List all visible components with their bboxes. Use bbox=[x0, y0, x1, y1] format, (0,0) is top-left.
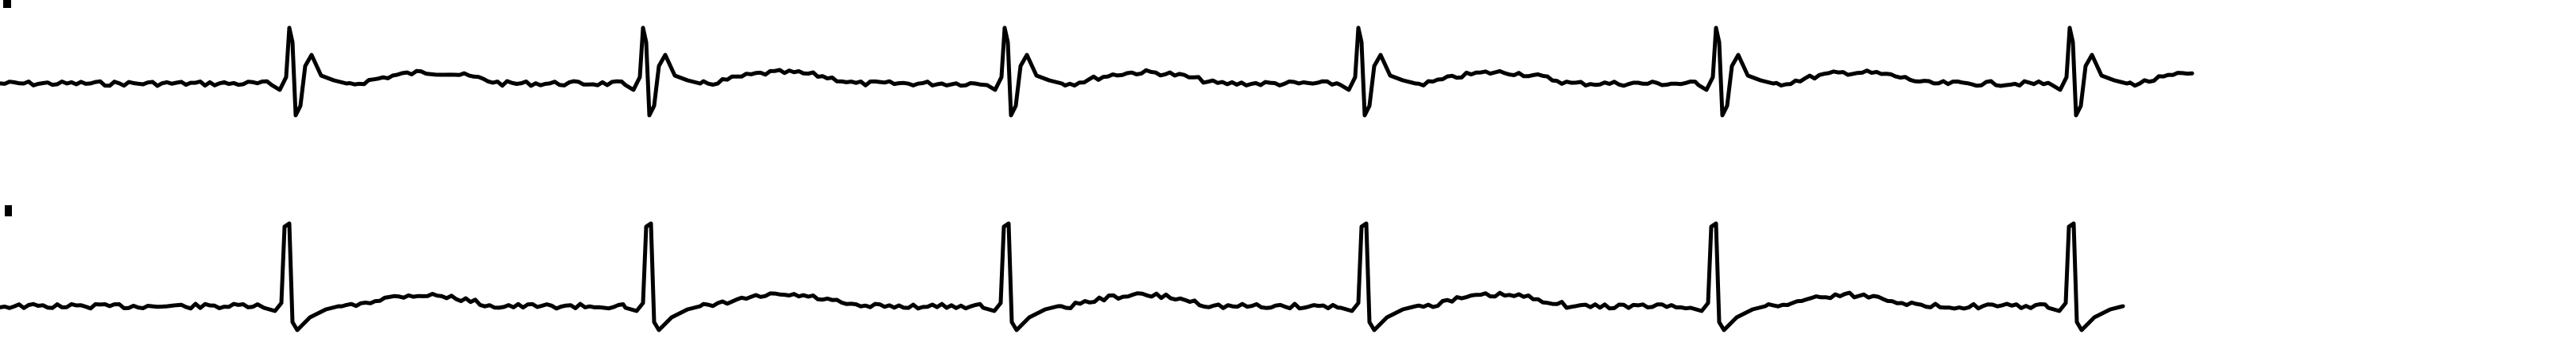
ecg-lead-2-trace bbox=[0, 221, 2125, 332]
lead-1-marker bbox=[3, 0, 11, 8]
lead-2-marker bbox=[5, 205, 12, 216]
ecg-lead-1 bbox=[0, 25, 2194, 118]
ecg-lead-2 bbox=[0, 221, 2125, 332]
ecg-lead-1-trace bbox=[0, 25, 2194, 118]
